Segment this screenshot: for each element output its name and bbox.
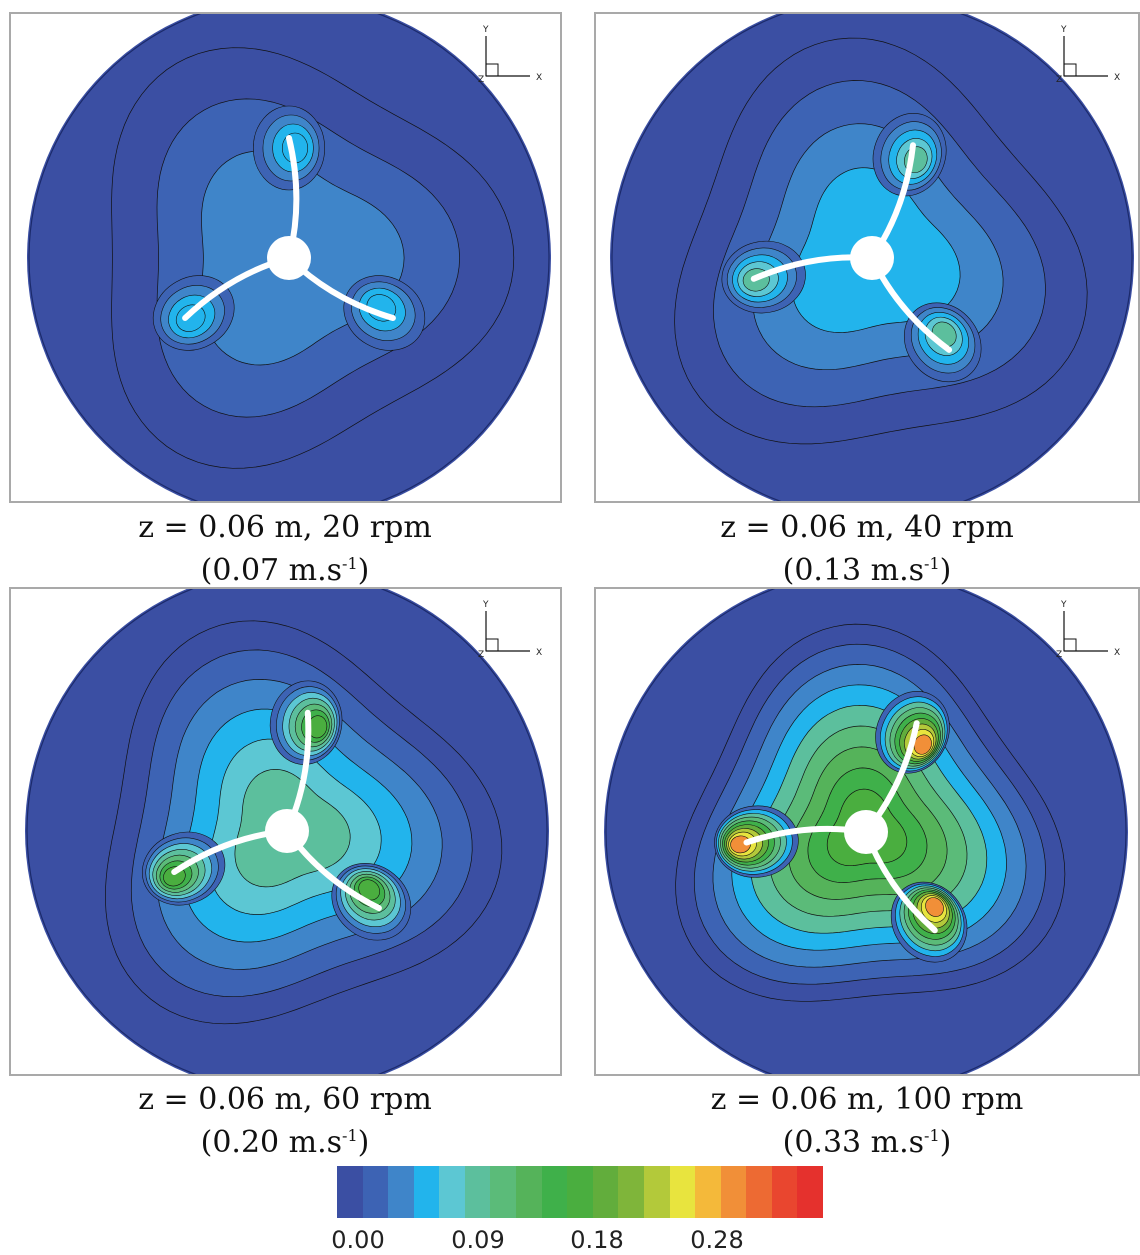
axis-x-label: X <box>536 648 542 658</box>
axis-z-label: Z <box>478 75 484 85</box>
contour-panel-40rpm: Y X Z <box>594 12 1140 503</box>
axis-origin-box <box>485 63 499 77</box>
contour-plot-60rpm: Y X Z <box>25 589 549 1074</box>
colorbar-swatch <box>797 1166 823 1218</box>
colorbar-swatch <box>643 1166 670 1218</box>
colorbar-tick-label: 0.00 <box>331 1226 385 1254</box>
colorbar-swatch <box>388 1166 414 1218</box>
axis-triad: Y X Z <box>478 25 542 85</box>
caption-40rpm: z = 0.06 m, 40 rpm (0.13 m.s-1) <box>587 510 1140 589</box>
caption-line2: (0.33 m.s-1) <box>782 1125 952 1160</box>
colorbar-tick-label: 0.18 <box>570 1226 624 1254</box>
caption-line1: z = 0.06 m, 40 rpm <box>720 510 1014 545</box>
colorbar-swatch <box>516 1166 542 1218</box>
contour-plot-100rpm: Y X Z <box>604 589 1128 1074</box>
contour-line <box>605 589 1127 1074</box>
caption-20rpm: z = 0.06 m, 20 rpm (0.07 m.s-1) <box>5 510 565 589</box>
impeller-hub <box>850 236 894 280</box>
colorbar-swatch <box>771 1166 798 1218</box>
axis-origin-box <box>1063 638 1077 652</box>
colorbar-swatch <box>592 1166 619 1218</box>
impeller-hub <box>844 810 888 854</box>
axis-x-label: X <box>1114 73 1120 83</box>
caption-line2: (0.13 m.s-1) <box>782 553 952 588</box>
colorbar-swatch <box>362 1166 389 1218</box>
colorbar-swatch <box>669 1166 696 1218</box>
impeller-hub <box>265 809 309 853</box>
colorbar-swatch <box>720 1166 747 1218</box>
colorbar-swatch <box>695 1166 721 1218</box>
caption-line1: z = 0.06 m, 60 rpm <box>138 1082 432 1117</box>
blade-tip-contour <box>175 304 206 332</box>
contour-plot-20rpm: Y X Z <box>27 14 551 501</box>
caption-line1: z = 0.06 m, 100 rpm <box>710 1082 1024 1117</box>
blade-tip-contour <box>925 897 944 917</box>
caption-line2: (0.20 m.s-1) <box>200 1125 370 1160</box>
impeller-hub <box>267 236 311 280</box>
caption-60rpm: z = 0.06 m, 60 rpm (0.20 m.s-1) <box>5 1082 565 1161</box>
colorbar <box>337 1166 823 1218</box>
axis-triad: Y X Z <box>1056 600 1120 660</box>
colorbar-tick-label: 0.28 <box>690 1226 744 1254</box>
caption-line1: z = 0.06 m, 20 rpm <box>138 510 432 545</box>
colorbar-swatch <box>567 1166 593 1218</box>
colorbar-swatch <box>439 1166 465 1218</box>
contour-line <box>28 14 550 501</box>
axis-triad: Y X Z <box>1056 25 1120 85</box>
contour-panel-100rpm: Y X Z <box>594 587 1140 1076</box>
contour-line <box>611 14 1133 501</box>
colorbar-tick-label: 0.09 <box>451 1226 505 1254</box>
axis-z-label: Z <box>1056 75 1062 85</box>
axis-z-label: Z <box>1056 650 1062 660</box>
axis-triad: Y X Z <box>478 600 542 660</box>
axis-y-label: Y <box>482 25 489 35</box>
axis-x-label: X <box>536 73 542 83</box>
axis-origin-box <box>1063 63 1077 77</box>
contour-plot-40rpm: Y X Z <box>610 14 1134 501</box>
axis-y-label: Y <box>1060 600 1067 610</box>
contour-line <box>26 589 548 1074</box>
colorbar-swatch <box>413 1166 440 1218</box>
caption-100rpm: z = 0.06 m, 100 rpm (0.33 m.s-1) <box>587 1082 1140 1161</box>
axis-z-label: Z <box>478 650 484 660</box>
caption-line2: (0.07 m.s-1) <box>200 553 370 588</box>
colorbar-swatch <box>490 1166 517 1218</box>
colorbar-swatch <box>618 1166 644 1218</box>
axis-y-label: Y <box>1060 25 1067 35</box>
colorbar-swatch <box>746 1166 772 1218</box>
colorbar-swatch <box>337 1166 363 1218</box>
axis-origin-box <box>485 638 499 652</box>
contour-panel-20rpm: Y X Z <box>9 12 562 503</box>
colorbar-swatch <box>464 1166 491 1218</box>
colorbar-swatch <box>541 1166 568 1218</box>
axis-y-label: Y <box>482 600 489 610</box>
contour-panel-60rpm: Y X Z <box>9 587 562 1076</box>
axis-x-label: X <box>1114 648 1120 658</box>
